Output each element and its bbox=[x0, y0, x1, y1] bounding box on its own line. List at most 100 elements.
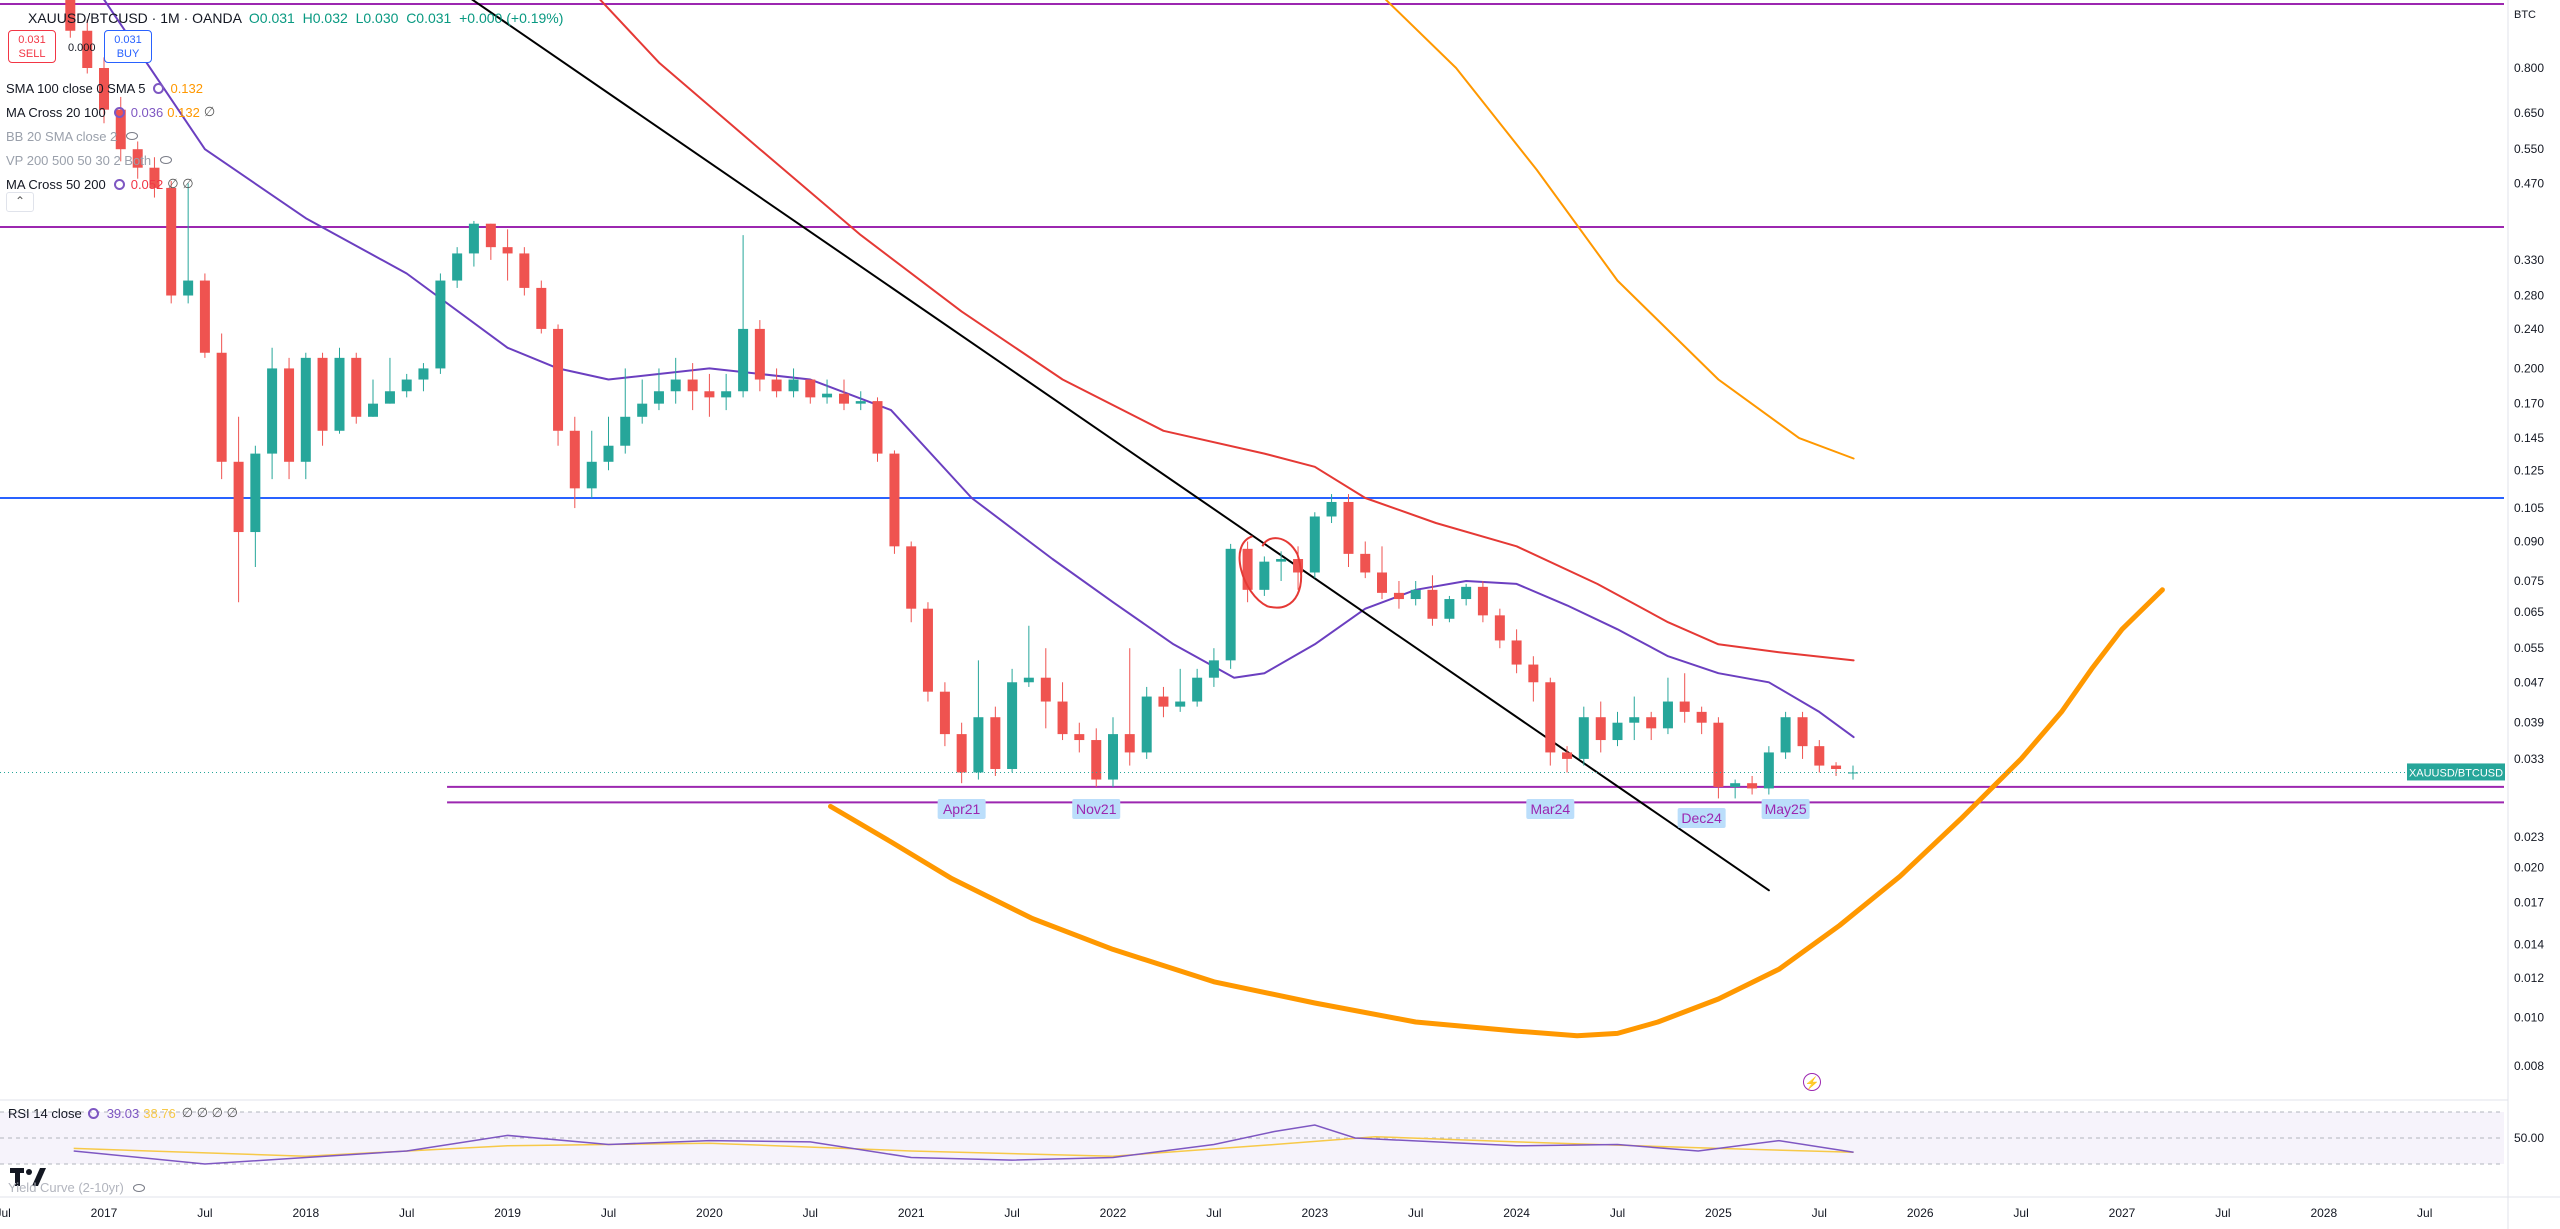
candle-body bbox=[687, 379, 698, 392]
ohlc-open: O0.031 bbox=[248, 10, 295, 26]
candle-body bbox=[1814, 746, 1825, 766]
candle-body bbox=[1259, 561, 1270, 590]
hidden-eye-icon[interactable] bbox=[133, 1184, 146, 1192]
y-tick-label: 0.550 bbox=[2514, 142, 2544, 156]
candle-body bbox=[939, 691, 950, 735]
candle-body bbox=[1326, 501, 1337, 517]
y-tick-label: 0.010 bbox=[2514, 1011, 2544, 1025]
candle-body bbox=[872, 401, 883, 454]
candle-body bbox=[754, 328, 765, 380]
candle-body bbox=[822, 393, 833, 398]
candle-body bbox=[401, 379, 412, 392]
candle-body bbox=[569, 430, 580, 489]
ohlc-low: L0.030 bbox=[355, 10, 399, 26]
candle-body bbox=[1730, 783, 1741, 787]
hidden-eye-icon[interactable] bbox=[160, 156, 173, 164]
x-tick-label: 2024 bbox=[1503, 1206, 1530, 1220]
indicator-label: BB 20 SMA close 2 bbox=[6, 128, 118, 144]
y-tick-label: 0.055 bbox=[2514, 641, 2544, 655]
y-tick-label: 0.033 bbox=[2514, 752, 2544, 766]
trend-line bbox=[471, 0, 1770, 892]
candle-body bbox=[1108, 734, 1118, 780]
candle-body bbox=[1831, 765, 1842, 769]
rsi-legend: RSI 14 close 39.03 38.76 ∅ ∅ ∅ ∅ bbox=[8, 1105, 238, 1121]
x-tick-label: Jul bbox=[1004, 1206, 1019, 1220]
x-tick-label: Jul bbox=[803, 1206, 818, 1220]
y-tick-label: 0.039 bbox=[2514, 716, 2544, 730]
settings-icon[interactable] bbox=[87, 1107, 99, 1119]
currency-label: BTC bbox=[2514, 9, 2536, 21]
settings-icon[interactable] bbox=[113, 178, 125, 190]
candle-body bbox=[334, 357, 345, 431]
event-label-bg bbox=[1072, 799, 1121, 819]
indicator-row-3[interactable]: VP 200 500 50 30 2 Both bbox=[6, 148, 563, 172]
collapse-legend-button[interactable]: ⌃ bbox=[6, 192, 34, 212]
candle-body bbox=[1158, 696, 1169, 707]
rsi-extra-values: ∅ ∅ ∅ ∅ bbox=[181, 1105, 238, 1120]
indicator-row-2[interactable]: BB 20 SMA close 2 bbox=[6, 124, 563, 148]
indicator-row-0[interactable]: SMA 100 close 0 SMA 5 0.132 bbox=[6, 76, 563, 100]
candle-body bbox=[889, 453, 900, 547]
x-tick-label: Jul bbox=[2215, 1206, 2230, 1220]
symbol-title[interactable]: XAUUSD/BTCUSD · 1M · OANDA O0.031 H0.032… bbox=[28, 10, 563, 26]
candle-body bbox=[1376, 572, 1387, 593]
candle-body bbox=[1208, 660, 1219, 678]
candle-body bbox=[267, 368, 278, 454]
indicator-label: VP 200 500 50 30 2 Both bbox=[6, 152, 152, 168]
candle-body bbox=[115, 109, 126, 150]
symbol-name: XAUUSD/BTCUSD · 1M · OANDA bbox=[28, 10, 242, 26]
indicator-label: MA Cross 20 100 bbox=[6, 104, 106, 120]
spread-value: 0.000 bbox=[68, 42, 96, 54]
settings-icon[interactable] bbox=[153, 82, 165, 94]
x-tick-label: Jul bbox=[0, 1206, 11, 1220]
x-tick-label: 2021 bbox=[898, 1206, 925, 1220]
candle-body bbox=[418, 368, 429, 380]
indicator-row-1[interactable]: MA Cross 20 100 0.036 0.132 ∅ bbox=[6, 100, 563, 124]
ohlc-high: H0.032 bbox=[302, 10, 348, 26]
hidden-eye-icon[interactable] bbox=[126, 132, 139, 140]
legend-panel: XAUUSD/BTCUSD · 1M · OANDA O0.031 H0.032… bbox=[6, 6, 563, 196]
candle-body bbox=[855, 401, 866, 404]
candle-body bbox=[1747, 783, 1758, 789]
indicator-row-4[interactable]: MA Cross 50 200 0.052 ∅ ∅ bbox=[6, 172, 563, 196]
rsi-label: RSI 14 close bbox=[8, 1105, 82, 1121]
candle-body bbox=[536, 287, 547, 329]
candle-body bbox=[1545, 682, 1556, 753]
x-tick-label: 2028 bbox=[2310, 1206, 2337, 1220]
candle-body bbox=[149, 167, 160, 188]
candle-body bbox=[1343, 501, 1354, 554]
indicator-value: 0.052 bbox=[130, 176, 164, 192]
y-tick-label: 0.075 bbox=[2514, 574, 2544, 588]
x-tick-label: Jul bbox=[2013, 1206, 2028, 1220]
y-tick-label: 0.170 bbox=[2514, 397, 2544, 411]
candle-body bbox=[1595, 717, 1606, 741]
candle-body bbox=[233, 461, 244, 533]
rsi-ma-line bbox=[73, 1135, 1854, 1157]
candle-body bbox=[300, 357, 311, 462]
orange-curve bbox=[828, 587, 2165, 1039]
candle-body bbox=[637, 403, 648, 417]
y-tick-label: 0.240 bbox=[2514, 322, 2544, 336]
candle-body bbox=[1444, 599, 1455, 619]
candle-body bbox=[1124, 734, 1135, 753]
sell-button[interactable]: 0.031 SELL bbox=[8, 30, 56, 63]
candle-body bbox=[1763, 752, 1774, 789]
candle-body bbox=[1141, 696, 1152, 753]
buy-button[interactable]: 0.031 BUY bbox=[104, 30, 152, 63]
sell-price: 0.031 bbox=[18, 34, 46, 46]
candle-body bbox=[1797, 717, 1808, 747]
candle-body bbox=[620, 416, 631, 446]
lightning-icon[interactable]: ⚡ bbox=[1803, 1073, 1821, 1091]
x-tick-label: Jul bbox=[1812, 1206, 1827, 1220]
x-tick-label: Jul bbox=[601, 1206, 616, 1220]
rsi-ma-value: 38.76 bbox=[143, 1105, 176, 1121]
buy-price: 0.031 bbox=[114, 34, 142, 46]
y-tick-label: 0.200 bbox=[2514, 361, 2544, 375]
y-tick-label: 0.065 bbox=[2514, 605, 2544, 619]
annotations: Apr21 Nov21 Mar24 Dec24 May25 XAUUSD/BTCUSD 0.… bbox=[0, 535, 2554, 828]
candle-body bbox=[1713, 722, 1724, 787]
sell-label: SELL bbox=[18, 48, 46, 60]
settings-icon[interactable] bbox=[113, 106, 125, 118]
sma100-line bbox=[1384, 0, 1855, 460]
